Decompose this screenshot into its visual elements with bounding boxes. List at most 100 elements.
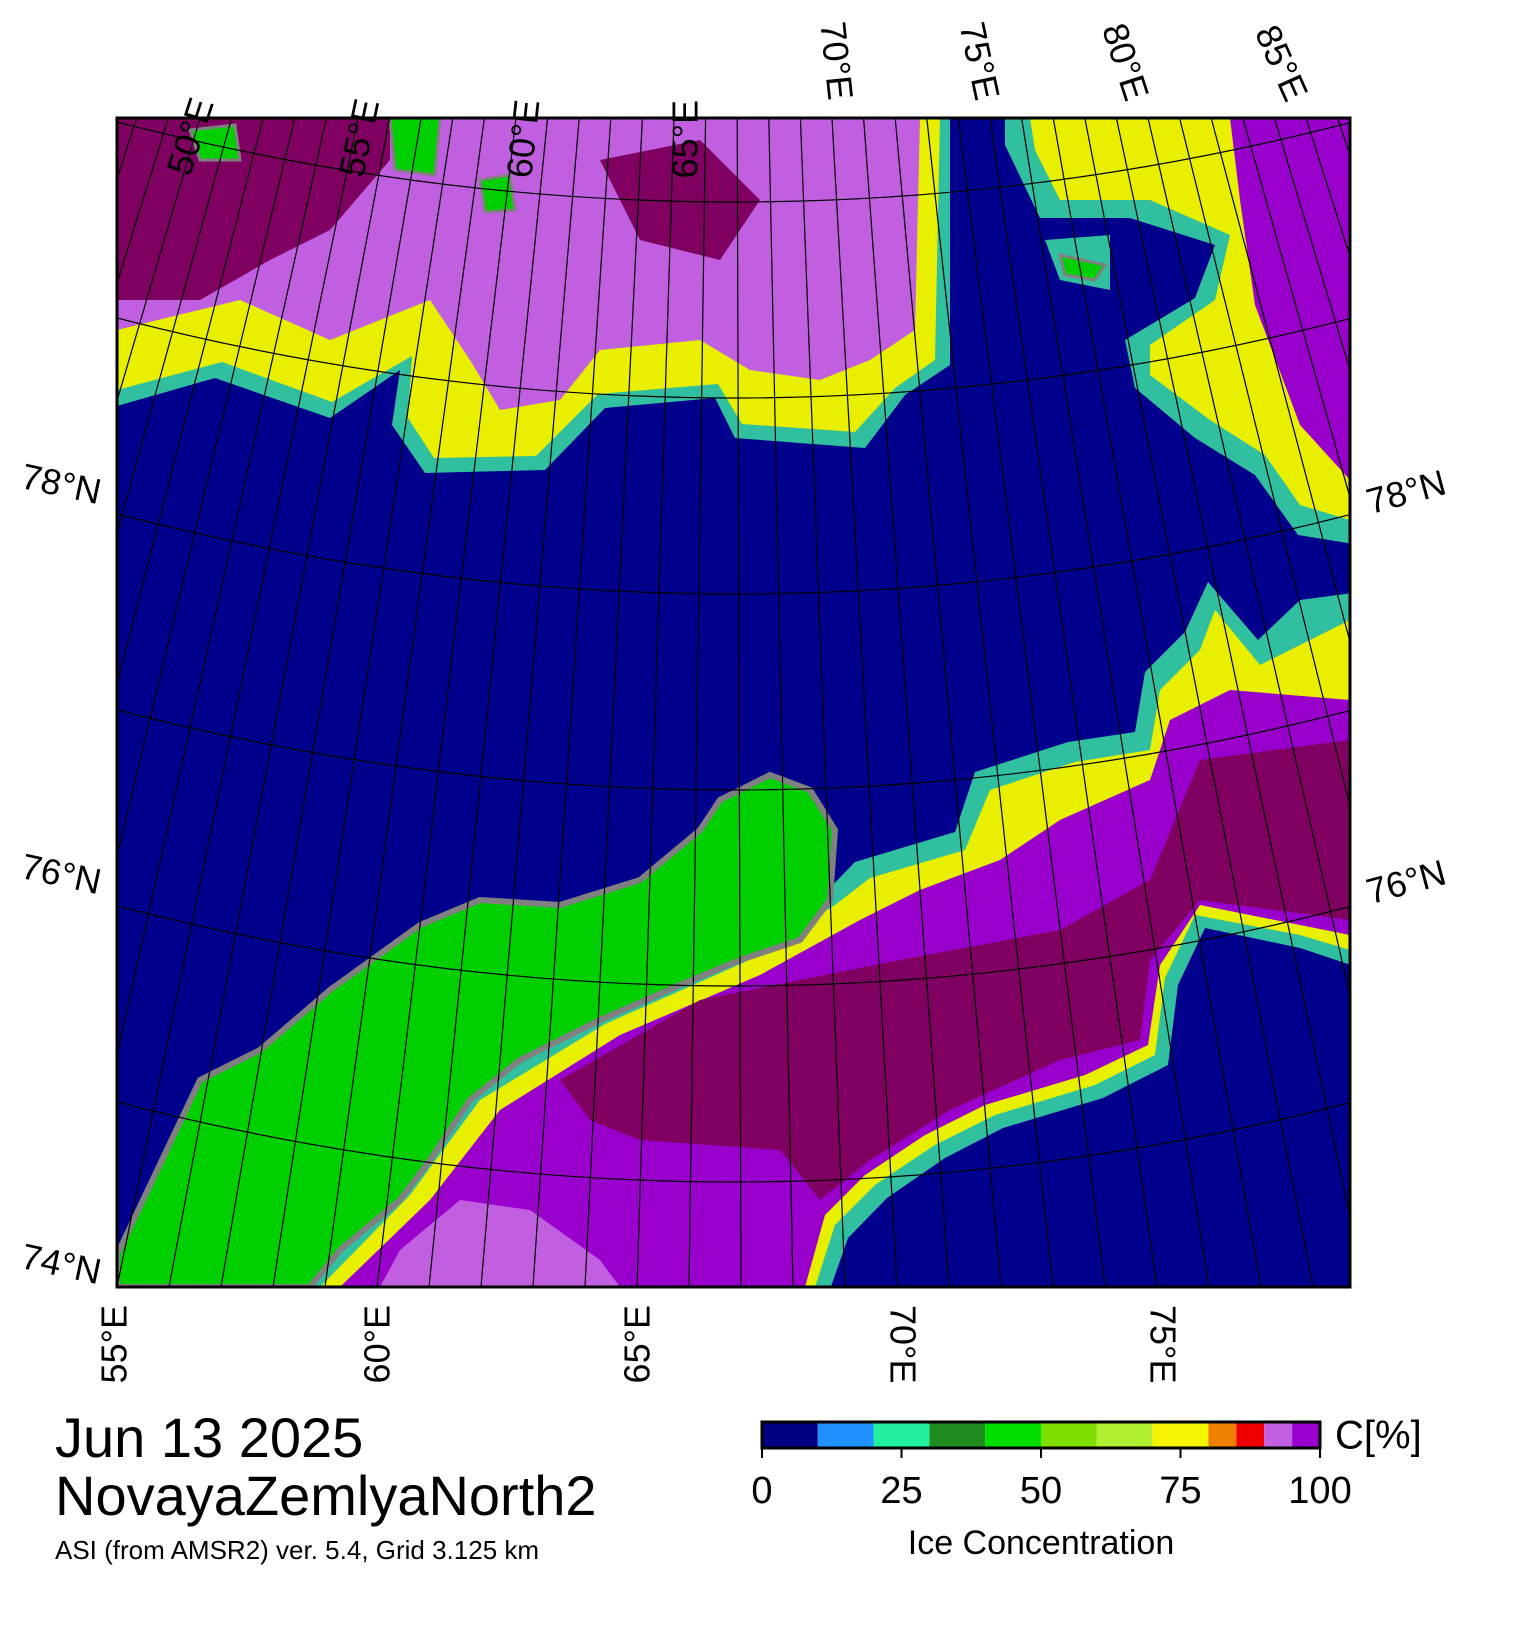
parallel xyxy=(117,317,1350,399)
meridian xyxy=(1021,118,1210,1287)
meridian xyxy=(117,118,264,686)
map xyxy=(0,0,1528,1378)
colorbar-segment xyxy=(985,1422,1041,1448)
colorbar-segment xyxy=(1208,1422,1237,1448)
meridian xyxy=(220,118,422,1287)
parallel xyxy=(117,905,1350,987)
top-label: 65°E xyxy=(665,100,706,178)
meridian xyxy=(272,118,454,1287)
top-label: 60°E xyxy=(498,98,547,180)
meridian xyxy=(926,118,1054,1287)
meridian xyxy=(1401,118,1528,1287)
region: NovayaZemlyaNorth2 xyxy=(55,1464,597,1527)
parallel xyxy=(117,1101,1350,1183)
parallel xyxy=(117,121,1350,203)
colorbar-tick-label: 0 xyxy=(751,1470,772,1512)
meridian xyxy=(1432,118,1528,1287)
meridian xyxy=(989,118,1158,1287)
meridian xyxy=(768,118,794,1287)
ice-high xyxy=(117,118,760,300)
right-label: 78°N xyxy=(1362,461,1450,521)
left-label: 76°N xyxy=(18,845,105,902)
meridian xyxy=(799,118,846,1287)
meridian xyxy=(532,118,612,1287)
top-label: 80°E xyxy=(1094,18,1157,105)
bottom-label: 70°E xyxy=(882,1305,923,1383)
colorbar-segment xyxy=(817,1422,874,1448)
meridian xyxy=(117,118,296,859)
colorbar-tick-label: 100 xyxy=(1288,1470,1351,1512)
meridian xyxy=(1496,118,1528,1287)
meridian xyxy=(117,118,201,404)
meridian xyxy=(584,118,643,1287)
ice-high xyxy=(560,740,1350,1200)
meridian xyxy=(117,118,327,1058)
meridian xyxy=(1464,118,1528,1287)
meridian xyxy=(831,118,898,1287)
land xyxy=(117,771,839,1287)
meridian xyxy=(863,118,950,1287)
meridian xyxy=(1084,118,1314,1287)
meridian xyxy=(117,118,359,1287)
colorbar: 0 25 50 75 100 xyxy=(751,1420,1352,1512)
meridian xyxy=(688,118,707,1287)
meridian xyxy=(1369,118,1528,1287)
meridian xyxy=(1273,118,1350,373)
meridian xyxy=(0,118,105,1287)
source: ASI (from AMSR2) ver. 5.4, Grid 3.125 km xyxy=(55,1535,539,1565)
parallel xyxy=(80,0,1390,6)
colorbar-segment xyxy=(1096,1422,1153,1448)
colorbar-tick-label: 75 xyxy=(1159,1470,1201,1512)
graticule xyxy=(0,0,1528,1378)
island xyxy=(187,118,1108,282)
meridian xyxy=(480,118,580,1287)
top-label: 85°E xyxy=(1247,19,1316,107)
meridian xyxy=(957,118,1106,1287)
colorbar-segment xyxy=(929,1422,986,1448)
meridian xyxy=(736,118,742,1287)
colorbar-unit: C[%] xyxy=(1335,1414,1422,1458)
meridian xyxy=(428,118,549,1287)
colorbar-segment xyxy=(1292,1422,1320,1448)
left-label: 74°N xyxy=(18,1235,105,1292)
meridian xyxy=(636,118,675,1287)
top-label: 75°E xyxy=(952,18,1008,103)
bottom-label: 60°E xyxy=(357,1305,398,1383)
meridian xyxy=(376,118,517,1287)
bottom-label: 75°E xyxy=(1142,1305,1183,1383)
right-label: 76°N xyxy=(1362,851,1450,911)
parallel xyxy=(117,709,1350,791)
meridian xyxy=(117,118,233,536)
date: Jun 13 2025 xyxy=(55,1406,363,1469)
meridian xyxy=(0,118,74,1287)
meridian xyxy=(1337,118,1350,157)
meridian xyxy=(168,118,391,1287)
colorbar-segment xyxy=(873,1422,930,1448)
meridian xyxy=(894,118,1002,1287)
bottom-label: 65°E xyxy=(617,1305,658,1383)
meridian xyxy=(1052,118,1262,1287)
colorbar-tick-label: 50 xyxy=(1020,1470,1062,1512)
colorbar-segment xyxy=(1236,1422,1265,1448)
meridian xyxy=(324,118,485,1287)
meridian xyxy=(1210,118,1350,645)
colorbar-segment xyxy=(1264,1422,1293,1448)
bottom-label: 55°E xyxy=(94,1305,135,1383)
parallel xyxy=(117,513,1350,595)
parallel xyxy=(80,1288,1390,1378)
top-label: 70°E xyxy=(812,20,861,102)
colorbar-segment xyxy=(1152,1422,1209,1448)
meridian xyxy=(0,118,10,1287)
ice-light xyxy=(380,1200,620,1287)
left-label: 78°N xyxy=(18,455,105,512)
colorbar-tick-label: 25 xyxy=(880,1470,922,1512)
meridian xyxy=(1242,118,1350,500)
meridian xyxy=(1179,118,1350,809)
map-frame xyxy=(115,116,1352,1289)
colorbar-segment xyxy=(762,1422,818,1448)
colorbar-title: Ice Concentration xyxy=(908,1524,1175,1562)
meridian xyxy=(1147,118,1350,999)
meridian xyxy=(0,118,42,1287)
meridian xyxy=(1115,118,1350,1220)
